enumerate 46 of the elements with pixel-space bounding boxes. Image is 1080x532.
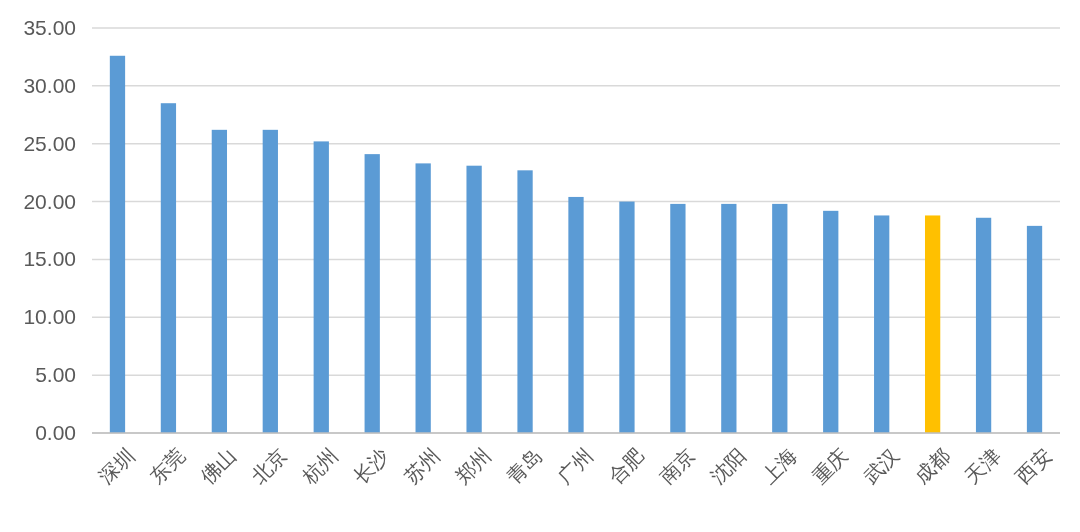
- bar: [670, 203, 686, 433]
- bar: [160, 103, 177, 433]
- bar: [568, 196, 584, 433]
- y-tick-label: 30.00: [23, 73, 76, 97]
- bar: [975, 217, 992, 433]
- x-tick-label: 苏州: [400, 444, 445, 489]
- x-tick-label: 重庆: [807, 444, 852, 489]
- bar: [364, 154, 380, 433]
- y-tick-label: 25.00: [23, 131, 76, 155]
- bar: [517, 170, 533, 433]
- bar: [415, 163, 431, 433]
- x-tick-label: 天津: [960, 444, 1005, 489]
- x-tick-label: 西安: [1011, 444, 1056, 489]
- bar: [874, 215, 890, 433]
- y-tick-label: 35.00: [23, 16, 76, 39]
- bar: [1026, 225, 1043, 433]
- x-tick-label: 郑州: [451, 444, 496, 489]
- x-tick-label: 广州: [553, 444, 598, 489]
- bar: [721, 203, 737, 433]
- y-tick-label: 5.00: [35, 363, 76, 387]
- x-tick-label: 沈阳: [706, 444, 750, 489]
- x-tick-label: 长沙: [349, 444, 394, 489]
- y-tick-label: 20.00: [23, 189, 76, 213]
- bar: [772, 203, 788, 433]
- x-tick-label: 青岛: [502, 444, 547, 489]
- x-tick-label: 佛山: [196, 444, 241, 489]
- bar: [823, 210, 839, 433]
- bar: [109, 55, 126, 433]
- bar: [313, 141, 329, 433]
- bar: [924, 215, 941, 433]
- x-tick-label: 深圳: [94, 444, 139, 489]
- bar: [619, 201, 635, 433]
- y-tick-label: 15.00: [23, 247, 76, 271]
- x-tick-label: 上海: [756, 444, 801, 489]
- bar: [262, 129, 278, 433]
- x-tick-label: 成都: [909, 444, 954, 489]
- x-tick-label: 东莞: [145, 444, 190, 489]
- bar: [466, 165, 482, 433]
- x-tick-label: 南京: [655, 444, 699, 489]
- x-tick-label: 武汉: [858, 444, 903, 489]
- y-tick-label: 0.00: [35, 421, 76, 444]
- x-tick-label: 北京: [247, 444, 292, 489]
- x-tick-label: 杭州: [297, 444, 343, 490]
- x-tick-label: 合肥: [604, 444, 648, 489]
- y-tick-label: 10.00: [23, 305, 76, 329]
- bar: [211, 129, 228, 433]
